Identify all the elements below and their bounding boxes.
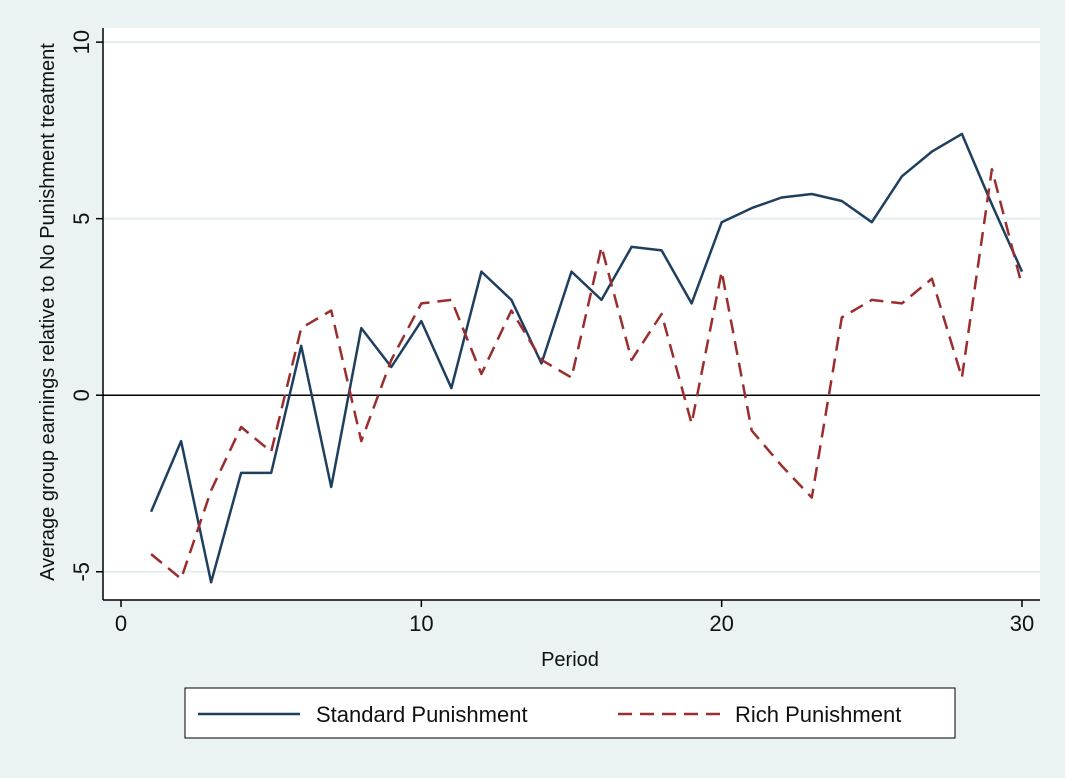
x-axis-title: Period bbox=[541, 649, 599, 671]
series-line-rich-punishment bbox=[150, 167, 1024, 581]
legend-label-rich-punishment: Rich Punishment bbox=[735, 702, 901, 727]
x-tick-label: 10 bbox=[409, 611, 433, 636]
tick-marks-and-labels: -5 0 5 10 0 10 20 30 bbox=[69, 30, 1034, 636]
series-line-standard-punishment bbox=[149, 132, 1024, 584]
y-tick-label: 10 bbox=[69, 30, 94, 54]
legend-label-standard-punishment: Standard Punishment bbox=[316, 702, 528, 727]
x-tick-label: 20 bbox=[709, 611, 733, 636]
y-tick-label: 5 bbox=[69, 213, 94, 225]
y-tick-label: 0 bbox=[69, 389, 94, 401]
y-tick-label: -5 bbox=[69, 562, 94, 582]
x-tick-label: 0 bbox=[115, 611, 127, 636]
series-lines bbox=[149, 132, 1024, 584]
gridlines bbox=[103, 41, 1040, 573]
y-axis-title: Average group earnings relative to No Pu… bbox=[37, 43, 59, 581]
legend-box bbox=[184, 687, 956, 739]
axes bbox=[102, 28, 1040, 601]
x-tick-label: 30 bbox=[1010, 611, 1034, 636]
plot-area bbox=[103, 28, 1040, 600]
legend: Standard Punishment Rich Punishment bbox=[184, 687, 956, 739]
